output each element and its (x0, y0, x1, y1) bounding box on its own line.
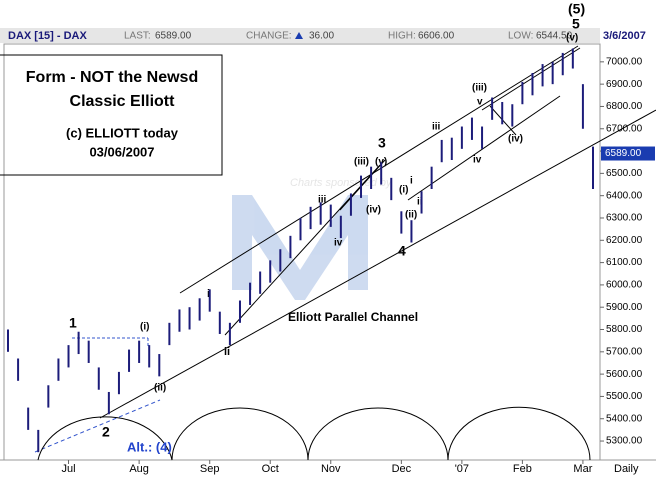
x-tick-label: Sep (200, 463, 220, 475)
note-box (0, 54, 223, 176)
up-arrow (295, 32, 303, 39)
wave-label: (i) (140, 322, 149, 333)
y-tick-label: 5700.00 (606, 346, 643, 357)
y-tick-label: 6800.00 (606, 101, 643, 112)
alt-label: Alt.: (4) (127, 439, 172, 454)
wave-label: iv (473, 155, 482, 166)
last-value-label: 6589.00 (605, 148, 642, 159)
y-tick-label: 6200.00 (606, 235, 643, 246)
note-line: (c) ELLIOTT today (66, 125, 179, 140)
channel-label: Elliott Parallel Channel (288, 310, 418, 324)
wave-label: 5 (572, 16, 580, 32)
high-value: 6606.00 (418, 31, 455, 42)
last-value-box (601, 146, 655, 161)
wave-label: (v) (566, 33, 578, 44)
wave-label: (i) (399, 185, 408, 196)
wave-label: (iv) (366, 205, 381, 216)
wave-label: (iii) (354, 157, 369, 168)
y-tick-label: 6900.00 (606, 79, 643, 90)
y-tick-label: 5400.00 (606, 413, 643, 424)
low-value: 6544.50 (536, 31, 573, 42)
wave-label: (v) (375, 157, 387, 168)
last-label: LAST: (124, 31, 151, 42)
y-tick-label: 6000.00 (606, 280, 643, 291)
sponsor-text: Charts sponsored by (290, 177, 393, 189)
high-label: HIGH: (388, 31, 416, 42)
y-tick-label: 7000.00 (606, 56, 643, 67)
symbol: DAX [15] - DAX (8, 30, 88, 42)
y-tick-label: 5300.00 (606, 436, 643, 447)
wave-label: ii (224, 346, 230, 358)
wave-label: (5) (568, 1, 585, 17)
wave-label: (ii) (154, 383, 166, 394)
wave-label: iv (334, 238, 343, 249)
x-tick-label: Aug (129, 463, 149, 475)
x-tick-label: '07 (455, 463, 469, 475)
wave-label: 4 (398, 243, 406, 259)
y-tick-label: 6400.00 (606, 190, 643, 201)
x-tick-label: Dec (392, 463, 412, 475)
wave-label: (ii) (405, 210, 417, 221)
note-line: 03/06/2007 (89, 144, 154, 159)
x-tick-label: Oct (262, 463, 279, 475)
note-line: Classic Elliott (70, 93, 176, 110)
x-tick-label: Mar (573, 463, 592, 475)
note-line: Form - NOT the Newsd (26, 69, 198, 86)
wave-label: 3 (378, 135, 386, 151)
change-value: 36.00 (309, 31, 334, 42)
wave-label: iii (318, 195, 327, 206)
wave-label: ii (417, 197, 423, 208)
wave-label: i (410, 176, 413, 187)
x-tick-label: Nov (321, 463, 341, 475)
y-tick-label: 6300.00 (606, 213, 643, 224)
wave-label: v (477, 97, 483, 108)
wave-label: iii (432, 122, 441, 133)
y-tick-label: 6700.00 (606, 123, 643, 134)
date: 3/6/2007 (603, 30, 646, 42)
x-axis-label: Daily (614, 463, 639, 475)
change-label: CHANGE: (246, 31, 292, 42)
cycle-arcs (37, 406, 591, 461)
y-tick-label: 5500.00 (606, 391, 643, 402)
x-tick-label: Feb (513, 463, 532, 475)
x-tick-label: Jul (61, 463, 75, 475)
wave-label: (iii) (472, 83, 487, 94)
y-tick-label: 5800.00 (606, 324, 643, 335)
wave-label: 1 (69, 315, 77, 331)
y-tick-label: 6100.00 (606, 257, 643, 268)
low-label: LOW: (508, 31, 533, 42)
wave-label: 2 (102, 424, 110, 440)
y-tick-label: 5900.00 (606, 302, 643, 313)
last-value: 6589.00 (155, 31, 192, 42)
wave-label: i (207, 288, 210, 300)
y-tick-label: 6500.00 (606, 168, 643, 179)
wave-label: (iv) (508, 134, 523, 145)
y-tick-label: 5600.00 (606, 369, 643, 380)
